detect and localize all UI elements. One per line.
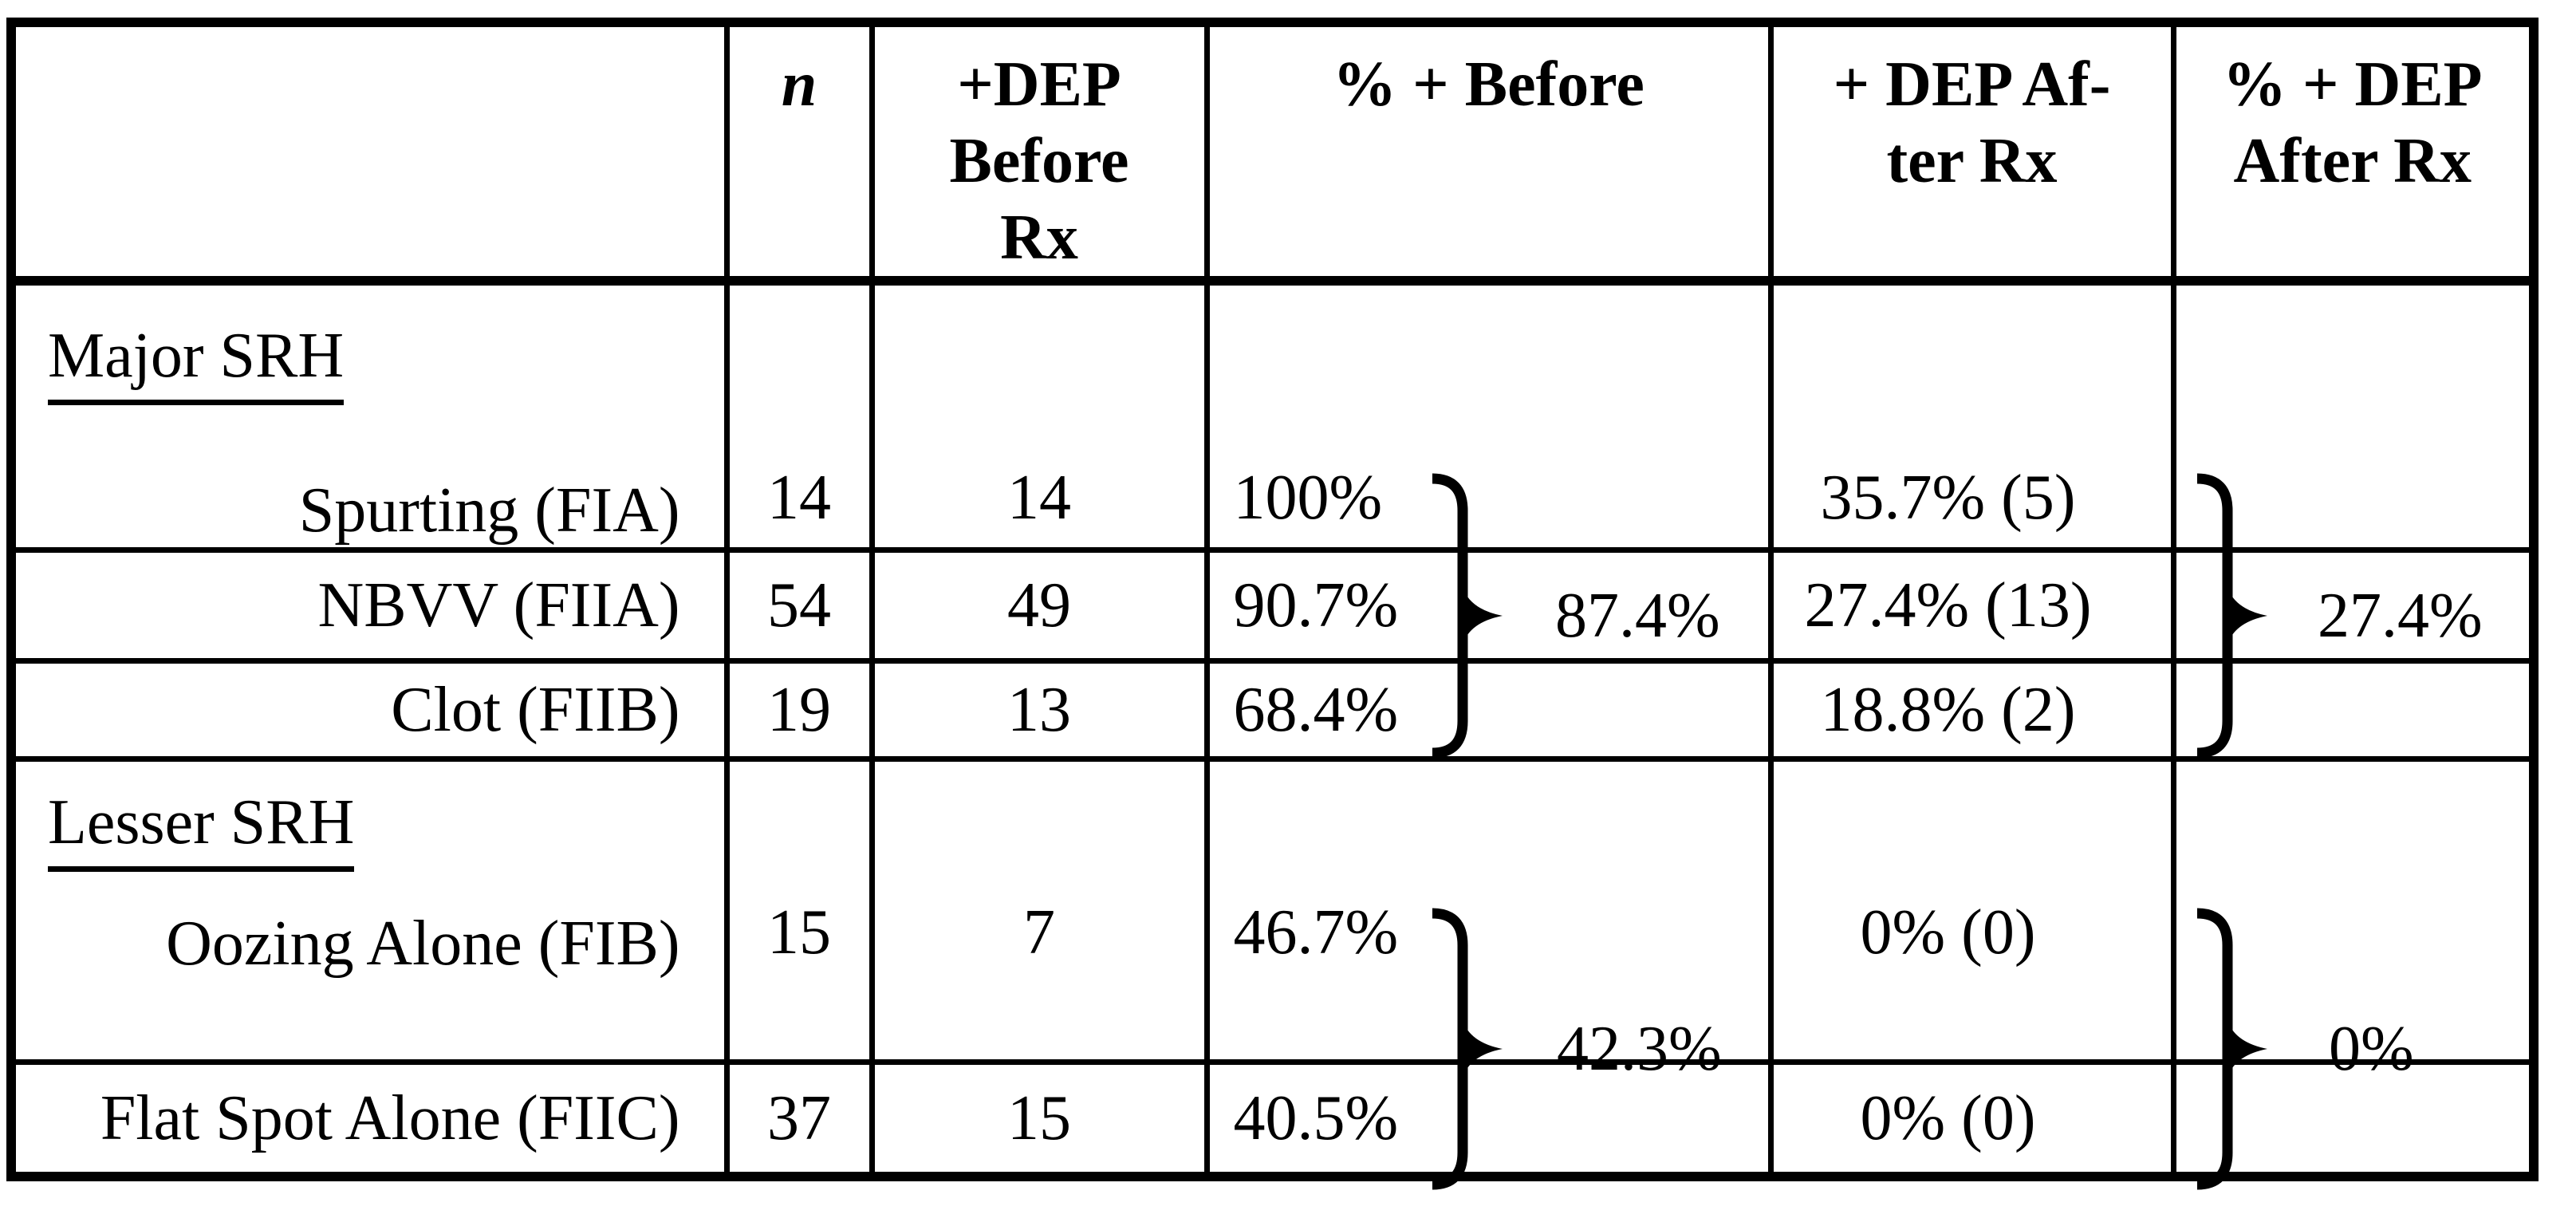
row-label-oozing: Oozing Alone (FIB) xyxy=(166,909,680,979)
row-clot: Clot (FIIB) 19 13 68.4% 18.8% (2) xyxy=(8,658,2537,762)
cell-clot-dep-after: 18.8% (2) xyxy=(1767,658,2176,762)
header-row: n +DEP Before Rx % + Before + DEP Af- te… xyxy=(8,19,2537,286)
cell-nbvv-dep-after: 27.4% (13) xyxy=(1767,547,2176,664)
row-major-spurting: Major SRH Spurting (FIA) 14 14 100% 35.7… xyxy=(8,278,2537,553)
pooled-lesser-pct-before: 42.3% xyxy=(1557,1014,1722,1084)
section-heading-lesser-text: Lesser SRH xyxy=(48,786,355,872)
cell-flatspot-dep-before: 15 xyxy=(869,1059,1210,1179)
cell-major-heading-spurting: Major SRH Spurting (FIA) xyxy=(8,278,730,553)
cell-flatspot-n: 37 xyxy=(723,1059,875,1179)
brace-lesser-pct-after xyxy=(2196,908,2267,1190)
row-nbvv: NBVV (FIIA) 54 49 90.7% 27.4% (13) xyxy=(8,547,2537,664)
header-pct-before-label: % + Before xyxy=(1333,49,1644,120)
header-dep-after: + DEP Af- ter Rx xyxy=(1767,19,2176,286)
cell-clot-n: 19 xyxy=(723,658,875,762)
header-rowlabel-empty xyxy=(8,19,730,286)
cell-nbvv-dep-before: 49 xyxy=(869,547,1210,664)
cell-flatspot-pct-before: 40.5% xyxy=(1203,1059,1774,1179)
header-pct-dep-after: % + DEP After Rx xyxy=(2170,19,2537,286)
row-label-spurting: Spurting (FIA) xyxy=(298,475,680,546)
header-n-label: n xyxy=(781,49,817,120)
header-dep-before-line2: Before xyxy=(949,126,1129,196)
pooled-major-pct-before: 87.4% xyxy=(1555,581,1720,651)
srh-dep-table: n +DEP Before Rx % + Before + DEP Af- te… xyxy=(6,18,2539,1181)
cell-nbvv-n: 54 xyxy=(723,547,875,664)
pooled-major-pct-after: 27.4% xyxy=(2318,581,2483,651)
section-heading-major-text: Major SRH xyxy=(48,319,345,405)
cell-spurting-dep-after: 35.7% (5) xyxy=(1767,278,2176,553)
brace-lesser-pct-before xyxy=(1432,908,1503,1190)
row-lesser-oozing: Lesser SRH Oozing Alone (FIB) 15 7 46.7%… xyxy=(8,756,2537,1065)
cell-oozing-dep-before: 7 xyxy=(869,756,1210,1065)
row-label-clot: Clot (FIIB) xyxy=(8,658,730,762)
cell-lesser-heading-oozing: Lesser SRH Oozing Alone (FIB) xyxy=(8,756,730,1065)
pooled-lesser-pct-after: 0% xyxy=(2329,1014,2414,1084)
header-pct-dep-after-line2: After Rx xyxy=(2233,126,2472,196)
cell-spurting-dep-before: 14 xyxy=(869,278,1210,553)
row-flatspot: Flat Spot Alone (FIIC) 37 15 40.5% 0% (0… xyxy=(8,1059,2537,1179)
row-label-nbvv: NBVV (FIIA) xyxy=(8,547,730,664)
header-pct-dep-after-line1: % + DEP xyxy=(2222,49,2483,120)
row-label-flatspot: Flat Spot Alone (FIIC) xyxy=(8,1059,730,1179)
header-dep-before-line3: Rx xyxy=(1000,203,1078,273)
cell-spurting-n: 14 xyxy=(723,278,875,553)
cell-oozing-dep-after: 0% (0) xyxy=(1767,756,2176,1065)
header-dep-before-line1: +DEP xyxy=(957,49,1121,120)
section-heading-lesser: Lesser SRH xyxy=(48,786,680,872)
header-n: n xyxy=(723,19,875,286)
cell-spurting-pct-before: 100% xyxy=(1203,278,1774,553)
cell-clot-dep-before: 13 xyxy=(869,658,1210,762)
section-heading-major: Major SRH xyxy=(48,319,680,405)
header-dep-before: +DEP Before Rx xyxy=(869,19,1210,286)
cell-nbvv-pct-before: 90.7% xyxy=(1203,547,1774,664)
cell-clot-pct-before: 68.4% xyxy=(1203,658,1774,762)
cell-flatspot-dep-after: 0% (0) xyxy=(1767,1059,2176,1179)
brace-major-pct-before xyxy=(1432,473,1503,759)
header-dep-after-line1: + DEP Af- xyxy=(1833,49,2111,120)
brace-major-pct-after xyxy=(2196,473,2267,759)
header-pct-before: % + Before xyxy=(1203,19,1774,286)
cell-oozing-pct-before: 46.7% xyxy=(1203,756,1774,1065)
cell-oozing-n: 15 xyxy=(723,756,875,1065)
header-dep-after-line2: ter Rx xyxy=(1886,126,2058,196)
